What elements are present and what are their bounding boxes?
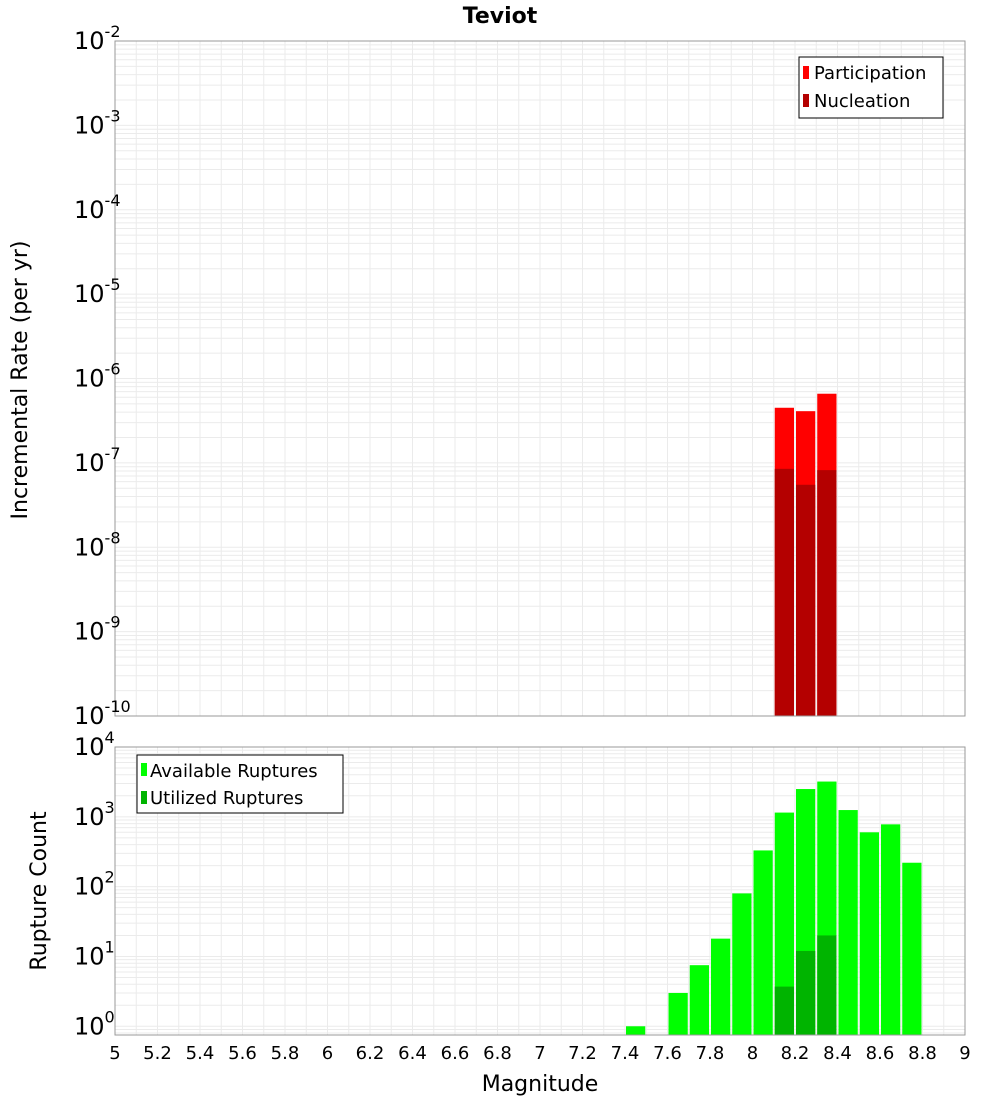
top-y-tick-label: 10-3 — [74, 106, 121, 139]
top-plot-grid — [114, 41, 966, 717]
bottom-y-tick-label: 103 — [74, 798, 115, 831]
x-tick-label: 7.4 — [611, 1043, 640, 1064]
x-tick-label: 8.4 — [823, 1043, 852, 1064]
top-y-tick-label: 10-2 — [74, 22, 121, 55]
bottom-bar-available-ruptures — [711, 938, 731, 1035]
bottom-y-tick-label: 101 — [74, 937, 115, 970]
x-tick-label: 6.6 — [441, 1043, 470, 1064]
top-y-axis-label: Incremental Rate (per yr) — [8, 241, 33, 520]
x-tick-labels: 5 5.2 5.4 5.6 5.8 6 6.2 6.4 6.6 6.8 7 7.2 7.4 7.6 7.8 8… — [109, 1043, 970, 1064]
top-y-tick-label: 10-10 — [74, 697, 131, 730]
x-axis-label: Magnitude — [482, 1072, 599, 1097]
bottom-y-tick-label: 102 — [74, 868, 115, 901]
x-tick-label: 7.8 — [696, 1043, 725, 1064]
x-tick-label: 5 — [109, 1043, 120, 1064]
legend-swatch-participation — [803, 66, 809, 79]
bottom-bar-available-ruptures — [838, 810, 858, 1035]
legend-label-nucleation: Nucleation — [814, 91, 910, 112]
top-y-tick-label: 10-9 — [74, 613, 121, 646]
bottom-bar-available-ruptures — [753, 850, 773, 1035]
bottom-bar-utilized-ruptures — [817, 935, 837, 1035]
x-tick-label: 8.8 — [908, 1043, 937, 1064]
bottom-y-tick-label: 104 — [74, 728, 115, 761]
x-tick-label: 6 — [322, 1043, 333, 1064]
top-plot-frame — [114, 40, 966, 717]
chart-title: Teviot — [463, 4, 538, 29]
legend-swatch-nucleation — [803, 94, 809, 107]
top-y-tick-label: 10-6 — [74, 360, 121, 393]
top-plot-bars — [774, 393, 837, 716]
bottom-bar-available-ruptures — [774, 812, 794, 1035]
x-tick-label: 5.8 — [271, 1043, 300, 1064]
bottom-plot-frame — [114, 746, 966, 1036]
top-y-tick-label: 10-5 — [74, 275, 121, 308]
bottom-bar-available-ruptures — [626, 1026, 646, 1035]
x-tick-label: 8.2 — [781, 1043, 810, 1064]
x-tick-label: 8.6 — [866, 1043, 895, 1064]
top-y-tick-label: 10-8 — [74, 528, 121, 561]
legend-label-utilized: Utilized Ruptures — [150, 788, 303, 809]
x-tick-label: 6.2 — [356, 1043, 385, 1064]
bottom-legend: Available Ruptures Utilized Ruptures — [136, 754, 344, 814]
bottom-bar-available-ruptures — [881, 824, 901, 1035]
bottom-bar-available-ruptures — [732, 893, 752, 1035]
bottom-bar-available-ruptures — [902, 862, 922, 1035]
x-tick-label: 5.6 — [228, 1043, 257, 1064]
top-bar-nucleation — [817, 470, 837, 716]
bottom-bar-available-ruptures — [859, 832, 879, 1035]
x-tick-label: 6.4 — [398, 1043, 427, 1064]
legend-swatch-available — [141, 763, 147, 776]
x-tick-label: 9 — [959, 1043, 970, 1064]
x-tick-label: 8 — [747, 1043, 758, 1064]
top-y-ticks: 10-2 10-3 10-4 10-5 10-6 10-7 10-8 10-9 10-10 — [74, 22, 131, 730]
x-tick-label: 7.6 — [653, 1043, 682, 1064]
top-bar-nucleation — [796, 484, 816, 716]
bottom-bar-available-ruptures — [668, 992, 688, 1035]
legend-label-participation: Participation — [814, 63, 926, 84]
top-y-tick-label: 10-7 — [74, 444, 121, 477]
x-tick-label: 5.4 — [186, 1043, 215, 1064]
legend-swatch-utilized — [141, 791, 147, 804]
bottom-y-tick-label: 100 — [74, 1007, 115, 1040]
bottom-bar-utilized-ruptures — [774, 986, 794, 1035]
x-tick-label: 7 — [534, 1043, 545, 1064]
top-legend: Participation Nucleation — [798, 56, 944, 119]
x-tick-label: 7.2 — [568, 1043, 597, 1064]
top-y-tick-label: 10-4 — [74, 191, 121, 224]
bottom-bar-utilized-ruptures — [796, 950, 816, 1035]
bottom-y-ticks: 104 103 102 101 100 — [74, 728, 115, 1040]
x-tick-label: 5.2 — [143, 1043, 172, 1064]
bottom-plot-bars — [626, 781, 922, 1035]
x-tick-label: 6.8 — [483, 1043, 512, 1064]
bottom-bar-available-ruptures — [689, 965, 709, 1035]
top-bar-nucleation — [774, 468, 794, 716]
bottom-y-axis-label: Rupture Count — [27, 811, 52, 971]
legend-label-available: Available Ruptures — [150, 761, 318, 782]
